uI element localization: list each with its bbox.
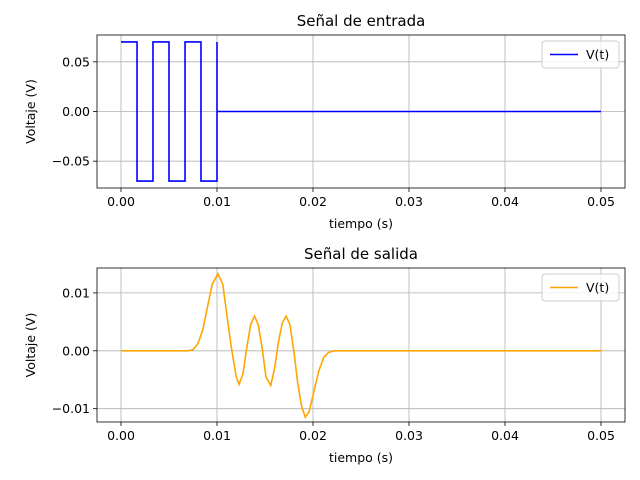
x-tick-label: 0.05	[587, 428, 615, 443]
y-axis-label: Voltaje (V)	[23, 313, 38, 378]
x-tick-label: 0.02	[299, 194, 327, 209]
x-tick-label: 0.00	[107, 194, 135, 209]
legend-box	[541, 40, 620, 69]
legend: V(t)	[541, 40, 620, 69]
legend-box	[541, 273, 620, 302]
chart-title: Señal de entrada	[297, 12, 426, 30]
legend-label: V(t)	[586, 280, 609, 295]
plot-frame	[96, 267, 626, 423]
x-tick-label: 0.00	[107, 428, 135, 443]
series-line	[121, 41, 601, 182]
x-tick-label: 0.04	[491, 194, 519, 209]
legend-label: V(t)	[586, 47, 609, 62]
output-signal-chart: 0.00 0.01 0.02 0.03 0.04 0.05 0.01 0.00 −0.01 Se…	[23, 245, 626, 465]
y-axis-label: Voltaje (V)	[23, 79, 38, 144]
chart-title: Señal de salida	[304, 245, 418, 263]
y-tick-label: −0.01	[52, 401, 90, 416]
y-tick-label: 0.01	[62, 285, 90, 300]
x-tick-label: 0.02	[299, 428, 327, 443]
y-tick-label: 0.00	[62, 343, 90, 358]
input-signal-chart: 0.00 0.01 0.02 0.03 0.04 0.05 0.05 0.00 −0.05 Se…	[23, 12, 626, 231]
x-tick-label: 0.05	[587, 194, 615, 209]
y-tick-label: 0.05	[62, 54, 90, 69]
x-axis-label: tiempo (s)	[329, 450, 393, 465]
x-tick-label: 0.03	[395, 428, 423, 443]
x-tick-label: 0.04	[491, 428, 519, 443]
y-tick-label: 0.00	[62, 104, 90, 119]
x-tick-label: 0.01	[203, 194, 231, 209]
x-tick-label: 0.01	[203, 428, 231, 443]
legend: V(t)	[541, 273, 620, 302]
series-line	[121, 272, 601, 420]
x-axis-label: tiempo (s)	[329, 216, 393, 231]
y-tick-label: −0.05	[52, 154, 90, 169]
x-tick-label: 0.03	[395, 194, 423, 209]
